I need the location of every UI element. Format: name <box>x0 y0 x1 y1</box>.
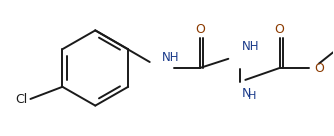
Text: O: O <box>275 23 285 36</box>
Text: Cl: Cl <box>15 93 28 106</box>
Text: N: N <box>242 87 251 100</box>
Text: NH: NH <box>242 40 259 53</box>
Text: H: H <box>248 91 256 101</box>
Text: O: O <box>195 23 205 36</box>
Text: O: O <box>314 61 324 75</box>
Text: NH: NH <box>162 51 179 64</box>
